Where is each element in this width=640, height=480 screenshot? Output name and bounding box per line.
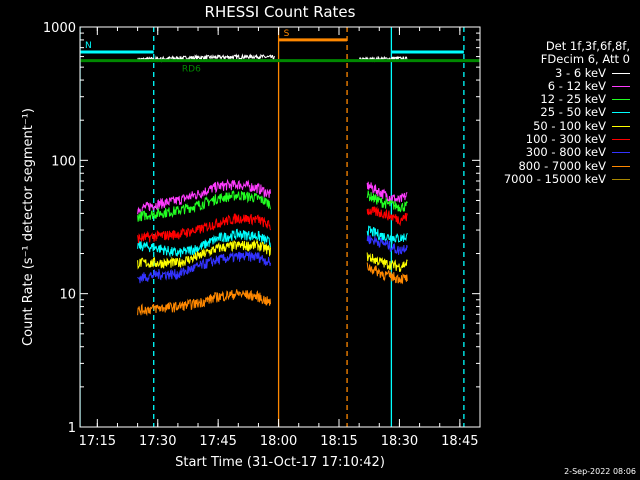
series-line-4-0 xyxy=(137,238,271,270)
y-tick-label-1: 10 xyxy=(59,288,76,303)
legend-item: 7000 - 15000 keV xyxy=(503,171,630,186)
legend-swatch xyxy=(612,85,630,87)
legend-swatch xyxy=(612,112,630,114)
legend-item: 300 - 800 keV xyxy=(504,146,630,159)
date-stamp: 2-Sep-2022 08:06 xyxy=(564,467,636,476)
x-tick-label-3: 18:00 xyxy=(260,434,297,449)
series-line-3-0 xyxy=(137,228,271,258)
x-tick-label-6: 18:45 xyxy=(441,434,478,449)
series-line-6-0 xyxy=(137,250,271,284)
legend-label: 100 - 300 keV xyxy=(525,132,606,147)
legend-item: 6 - 12 keV xyxy=(504,78,630,93)
legend-swatch xyxy=(612,99,630,101)
series-line-5-1 xyxy=(366,205,408,227)
legend-label: 300 - 800 keV xyxy=(525,145,606,160)
legend-swatch xyxy=(612,72,630,74)
series-line-6-1 xyxy=(366,235,408,255)
legend-item: 100 - 300 keV xyxy=(504,132,630,147)
legend-swatch xyxy=(612,165,630,167)
legend-label: 7000 - 15000 keV xyxy=(503,171,606,186)
legend: Det 1f,3f,6f,8f, FDecim 6, Att 0 3 - 6 k… xyxy=(503,39,630,187)
legend-label: 50 - 100 keV xyxy=(533,118,606,133)
x-axis-label: Start Time (31-Oct-17 17:10:42) xyxy=(175,455,385,470)
x-tick-label-2: 17:45 xyxy=(199,434,236,449)
series-line-2-1 xyxy=(366,190,408,213)
legend-item: 25 - 50 keV xyxy=(504,106,630,119)
legend-label: 12 - 25 keV xyxy=(540,92,606,107)
legend-item: 800 - 7000 keV xyxy=(504,158,630,173)
legend-item: 50 - 100 keV xyxy=(504,118,630,133)
legend-header-line-2: FDecim 6, Att 0 xyxy=(540,52,630,67)
legend-swatch xyxy=(612,152,630,154)
series-line-5-0 xyxy=(137,212,271,244)
series-line-7-1 xyxy=(366,262,408,285)
legend-header-line-1: Det 1f,3f,6f,8f, xyxy=(545,39,630,53)
series-line-7-0 xyxy=(137,289,271,317)
legend-item: 3 - 6 keV xyxy=(504,65,630,80)
series-line-4-1 xyxy=(366,252,408,273)
series-line-1-0 xyxy=(137,178,271,215)
y-tick-label-2: 100 xyxy=(51,154,76,169)
legend-item: 12 - 25 keV xyxy=(504,93,630,106)
x-tick-label-5: 18:30 xyxy=(381,434,418,449)
plot-area: RD6 N S xyxy=(80,27,480,427)
legend-swatch xyxy=(612,125,630,127)
legend-swatch xyxy=(612,139,630,141)
legend-label: 800 - 7000 keV xyxy=(518,158,606,173)
reference-label-0: RD6 xyxy=(182,65,201,75)
y-tick-label-0: 1 xyxy=(68,421,76,436)
plot-content: RD6 N S xyxy=(80,27,480,427)
x-tick-label-4: 18:15 xyxy=(320,434,357,449)
x-tick-label-0: 17:15 xyxy=(79,434,116,449)
plot-frame xyxy=(79,26,481,428)
x-tick-label-1: 17:30 xyxy=(139,434,176,449)
legend-items: 3 - 6 keV 6 - 12 keV 12 - 25 keV 25 - 50 ke… xyxy=(503,65,630,187)
legend-label: 25 - 50 keV xyxy=(540,105,606,120)
y-axis-ticks: 1 10 100 1000 xyxy=(43,21,480,436)
reference-label-3: S xyxy=(284,29,290,39)
legend-label: 6 - 12 keV xyxy=(547,78,606,93)
series-line-3-1 xyxy=(366,225,408,245)
legend-label: 3 - 6 keV xyxy=(555,65,606,80)
reference-label-1: N xyxy=(85,41,92,51)
x-axis-ticks: 17:15 17:30 17:45 18:00 18:15 18:30 18:45 xyxy=(79,27,481,449)
y-axis-label: Count Rate (s⁻¹ detector segment⁻¹) xyxy=(21,108,36,346)
legend-swatch xyxy=(612,178,630,180)
series-line-1-1 xyxy=(366,181,408,204)
chart-title: RHESSI Count Rates xyxy=(205,3,356,21)
y-tick-label-3: 1000 xyxy=(43,21,76,36)
series-line-2-0 xyxy=(137,190,271,222)
